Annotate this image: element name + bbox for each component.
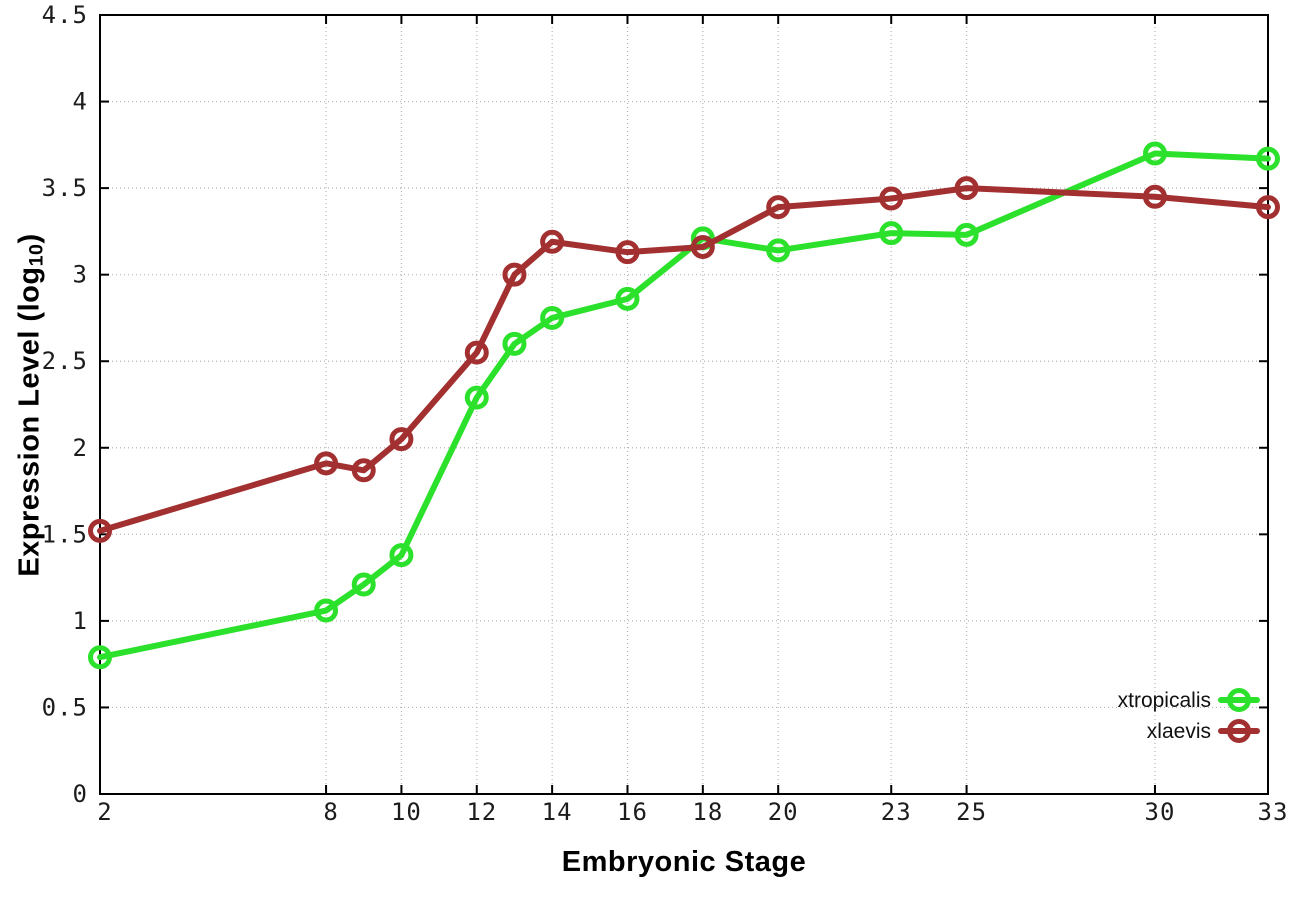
data-point-xlaevis — [766, 195, 791, 220]
data-point-xlaevis — [879, 186, 904, 211]
data-point-xlaevis — [351, 458, 376, 483]
x-tick-label: 12 — [466, 798, 497, 826]
legend-label-xlaevis: xlaevis — [1147, 720, 1211, 743]
data-point-xtropicalis — [954, 222, 979, 247]
x-tick-label: 18 — [692, 798, 723, 826]
x-tick-label: 30 — [1145, 798, 1176, 826]
data-point-xlaevis — [1142, 184, 1167, 209]
data-point-xtropicalis — [88, 645, 112, 670]
y-tick-label: 2 — [73, 434, 88, 462]
x-tick-label: 14 — [542, 798, 573, 826]
y-tick-label: 3 — [73, 261, 88, 289]
data-point-xlaevis — [389, 427, 414, 452]
data-point-xtropicalis — [1256, 146, 1280, 171]
x-tick-label: 25 — [956, 798, 987, 826]
series-line-xtropicalis — [97, 150, 1271, 661]
data-point-xlaevis — [690, 234, 715, 259]
legend-marker-xtropicalis — [1227, 688, 1251, 712]
x-tick-label: 2 — [97, 798, 112, 826]
data-point-xtropicalis — [766, 238, 791, 263]
data-point-xlaevis — [540, 229, 565, 254]
y-tick-label: 0.5 — [42, 693, 88, 721]
data-point-xlaevis — [88, 518, 112, 543]
data-point-xtropicalis — [314, 598, 339, 623]
data-point-xlaevis — [954, 176, 979, 201]
plot-border — [99, 14, 1269, 795]
x-tick-label: 16 — [617, 798, 648, 826]
data-point-xlaevis — [1256, 195, 1280, 220]
data-point-xlaevis — [464, 340, 489, 365]
x-tick-label: 23 — [881, 798, 912, 826]
legend-label-xtropicalis: xtropicalis — [1118, 689, 1211, 712]
data-point-xlaevis — [314, 451, 339, 476]
y-axis-title-main: Expression Level (log — [13, 266, 46, 577]
y-tick-label: 2.5 — [42, 347, 88, 375]
data-point-xtropicalis — [879, 221, 904, 246]
x-tick-label: 10 — [391, 798, 422, 826]
x-axis-title: Embryonic Stage — [561, 846, 807, 878]
y-axis-title-close: ) — [13, 233, 46, 244]
data-point-xtropicalis — [502, 331, 527, 356]
y-tick-label: 4.5 — [42, 1, 88, 29]
y-tick-label: 0 — [73, 780, 88, 808]
x-tick-label: 8 — [323, 798, 338, 826]
x-tick-label: 20 — [768, 798, 799, 826]
legend-marker-xlaevis — [1227, 719, 1251, 743]
y-tick-label: 1.5 — [42, 520, 88, 548]
data-point-xtropicalis — [389, 543, 414, 568]
x-tick-label: 33 — [1258, 798, 1289, 826]
y-tick-label: 3.5 — [42, 174, 88, 202]
y-tick-label: 4 — [73, 88, 88, 116]
y-tick-label: 1 — [73, 607, 88, 635]
data-point-xlaevis — [502, 262, 527, 287]
data-point-xtropicalis — [464, 385, 489, 410]
series-line-xlaevis — [97, 185, 1271, 534]
data-point-xtropicalis — [351, 572, 376, 597]
data-point-xtropicalis — [1142, 141, 1167, 166]
data-point-xlaevis — [615, 240, 640, 265]
data-point-xtropicalis — [615, 286, 640, 311]
data-point-xtropicalis — [540, 305, 565, 330]
y-axis-title-subscript: 10 — [25, 243, 48, 267]
y-axis-title: Expression Level (log10) — [13, 233, 48, 577]
